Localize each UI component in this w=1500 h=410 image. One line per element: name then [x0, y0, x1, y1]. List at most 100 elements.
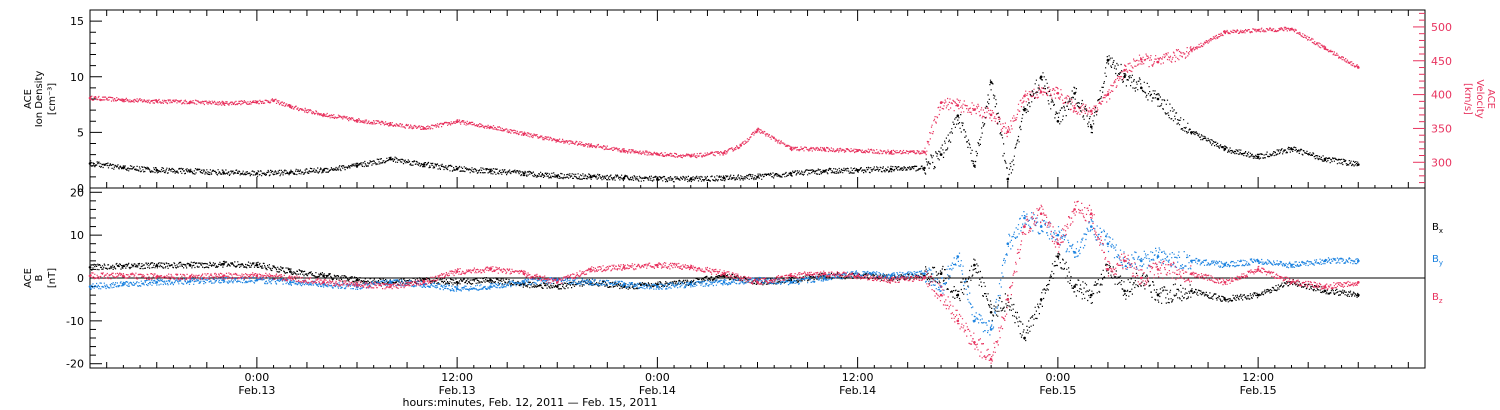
field-legend: Bx By Bz: [1432, 222, 1443, 305]
time-axis-ticks: [89, 357, 1426, 368]
bz-series-point: [1056, 242, 1060, 245]
density-axis-title-line1: ACE: [23, 89, 34, 109]
velocity-tick-label: 500: [1431, 21, 1452, 34]
velocity-axis-ticks: 300 350 400 450 500: [1413, 12, 1452, 184]
bx-series-point: [1073, 285, 1076, 288]
by-series: [88, 211, 1360, 336]
bx-series-point: [1123, 289, 1126, 293]
velocity-axis-title-units: [km/s]: [1462, 83, 1473, 115]
date-tick-label: Feb.14: [839, 384, 876, 397]
by-series-point: [1156, 255, 1160, 258]
legend-bx: Bx: [1432, 222, 1443, 235]
velocity-axis-title-line2: Velocity: [1474, 79, 1485, 118]
field-tick-label: 10: [70, 229, 84, 242]
velocity-series-point: [1123, 68, 1126, 72]
plasma-panel-time-ticks: [89, 10, 1426, 188]
density-tick-label: 5: [77, 126, 84, 139]
field-tick-label: -20: [66, 358, 84, 371]
bz-series-point: [1156, 268, 1160, 271]
time-tick-label: 12:00: [441, 371, 473, 384]
velocity-axis-title: ACE Velocity [km/s]: [1462, 79, 1496, 118]
density-tick-label: 15: [70, 15, 84, 28]
density-series-point: [1106, 58, 1110, 62]
bx-series-point: [973, 263, 976, 267]
density-tick-label: 10: [70, 71, 84, 84]
velocity-series-point: [1006, 130, 1010, 134]
by-series-trace: [90, 211, 1359, 336]
date-tick-label: Feb.14: [639, 384, 676, 397]
velocity-tick-label: 300: [1431, 156, 1452, 169]
field-series: [88, 200, 1360, 364]
velocity-axis-title-line1: ACE: [1485, 89, 1496, 109]
velocity-series-point: [1039, 90, 1043, 94]
by-series-point: [1023, 216, 1026, 220]
bx-series-point: [1090, 293, 1093, 297]
date-tick-label: Feb.13: [439, 384, 476, 397]
by-series-point: [1357, 259, 1360, 263]
velocity-series-point: [1140, 58, 1143, 61]
time-tick-label: 12:00: [842, 371, 874, 384]
density-series-point: [1256, 155, 1260, 159]
velocity-series-point: [88, 96, 92, 100]
bz-series-point: [889, 278, 893, 282]
density-series-point: [1123, 75, 1126, 79]
date-tick-label: Feb.15: [1240, 384, 1277, 397]
velocity-series: [88, 26, 1360, 159]
density-series-point: [1090, 125, 1093, 129]
by-series-point: [1106, 242, 1110, 245]
bz-series: [88, 200, 1360, 364]
plasma-panel-frame: [89, 9, 1426, 189]
plasma-series: [88, 26, 1360, 183]
by-series-point: [989, 328, 993, 331]
density-series-point: [1156, 97, 1160, 101]
density-axis-title: ACE Ion Density [cm⁻³]: [23, 71, 58, 128]
by-series-point: [1039, 225, 1043, 228]
time-tick-label: 0:00: [245, 371, 270, 384]
time-tick-label: 12:00: [1242, 371, 1274, 384]
time-axis-labels: 0:00Feb.1312:00Feb.130:00Feb.1412:00Feb.…: [238, 371, 1276, 397]
density-series-trace: [90, 55, 1359, 183]
velocity-tick-label: 400: [1431, 89, 1452, 102]
bz-series-trace: [90, 200, 1359, 364]
velocity-tick-label: 450: [1431, 55, 1452, 68]
bx-series-trace: [90, 253, 1359, 342]
time-tick-label: 0:00: [645, 371, 670, 384]
bz-series-point: [1073, 208, 1076, 211]
velocity-series-trace: [90, 26, 1359, 159]
time-tick-label: 0:00: [1046, 371, 1071, 384]
bx-series-point: [1039, 298, 1043, 301]
field-tick-label: -10: [66, 315, 84, 328]
bz-series-point: [973, 341, 976, 344]
density-series: [88, 55, 1360, 183]
field-axis-title-line1: ACE: [23, 268, 34, 288]
field-axis-title: ACE B [nT]: [23, 268, 58, 288]
density-tick-label: 0: [77, 182, 84, 195]
date-tick-label: Feb.13: [238, 384, 275, 397]
bx-series-point: [989, 311, 993, 314]
bz-series-point: [956, 319, 960, 323]
density-axis-ticks: 0 5 10 15: [70, 9, 102, 195]
velocity-series-point: [956, 104, 960, 107]
by-series-point: [88, 285, 92, 288]
field-tick-label: 0: [77, 272, 84, 285]
time-axis-title: hours:minutes, Feb. 12, 2011 — Feb. 15, …: [402, 396, 657, 409]
date-tick-label: Feb.15: [1039, 384, 1076, 397]
legend-by: By: [1432, 254, 1443, 267]
field-axis-ticks: -20 -10 0 10 20: [66, 186, 102, 371]
field-tick-label: 20: [70, 186, 84, 199]
bx-series-point: [939, 272, 943, 276]
bz-series-point: [1039, 212, 1043, 215]
legend-bz: Bz: [1432, 292, 1443, 305]
density-axis-title-line2: Ion Density: [34, 71, 45, 128]
velocity-series-point: [1073, 106, 1076, 110]
density-series-point: [923, 166, 926, 170]
field-axis-title-units: [nT]: [47, 268, 58, 288]
velocity-series-point: [989, 113, 993, 117]
bx-series-point: [1357, 293, 1360, 297]
density-axis-title-units: [cm⁻³]: [47, 83, 58, 115]
density-series-point: [1323, 157, 1327, 161]
bx-series: [88, 253, 1360, 342]
velocity-tick-label: 350: [1431, 122, 1452, 135]
